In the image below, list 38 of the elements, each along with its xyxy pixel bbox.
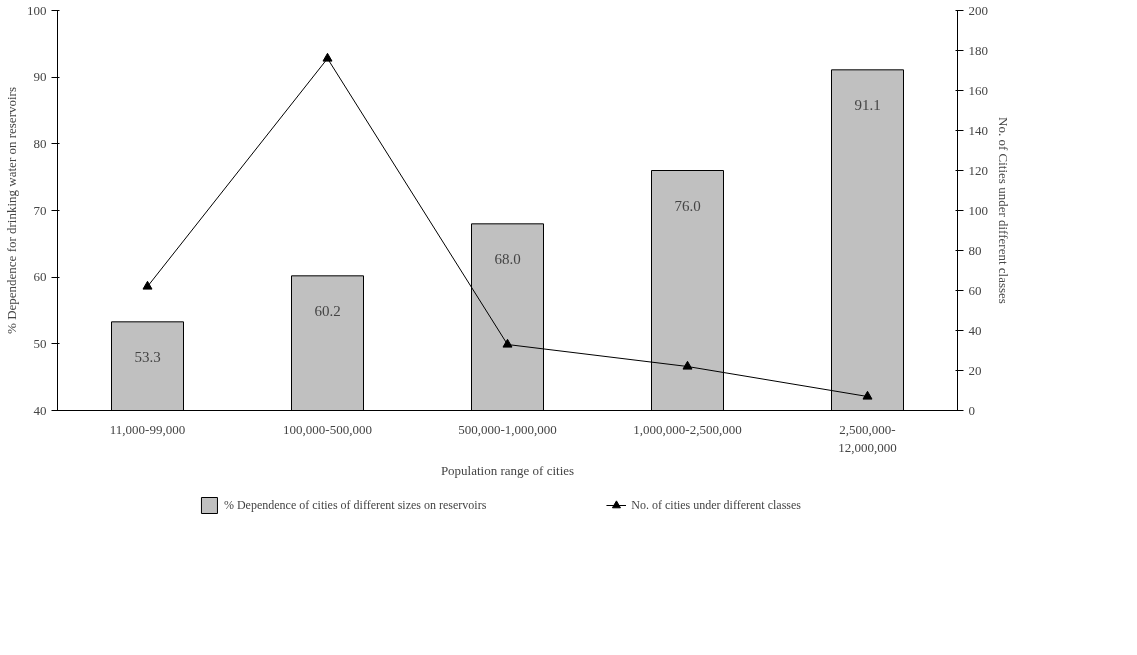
y-axis-title: % Dependence for drinking water on reservoirs	[4, 87, 19, 334]
y2-tick-label: 20	[968, 362, 982, 378]
data-label: 53.3	[134, 348, 161, 365]
data-label: 60.2	[314, 302, 341, 319]
y2-tick-label: 100	[968, 202, 988, 218]
point	[322, 52, 333, 62]
x-axis-title: Population range of cities	[440, 462, 575, 478]
y2-tick-label: 200	[968, 2, 988, 18]
x-tick-label: 2,500,000-12,000,000	[838, 421, 897, 455]
point	[682, 360, 693, 370]
y-tick-label: 40	[33, 402, 47, 418]
point	[142, 280, 153, 290]
x-tick-label: 100,000-500,000	[283, 421, 372, 437]
y2-tick-label: 160	[968, 82, 988, 98]
legend-label: % Dependence of cities of different sizes on reservoirs	[223, 497, 487, 513]
y2-tick-label: 80	[968, 242, 982, 258]
y2-axis-title: No. of Cities under different classes	[996, 117, 1011, 304]
point	[862, 390, 873, 400]
y-tick-label: 100	[27, 2, 47, 18]
y2-tick-label: 120	[968, 162, 988, 178]
legend-label: No. of cities under different classes	[631, 497, 802, 513]
y-tick-label: 60	[33, 269, 47, 285]
x-tick-label: 11,000-99,000	[109, 421, 186, 437]
y2-tick-label: 180	[968, 42, 988, 58]
y2-tick-label: 40	[968, 322, 982, 338]
y-tick-label: 90	[33, 69, 47, 85]
y-tick-label: 50	[33, 335, 47, 351]
x-tick-label: 500,000-1,000,000	[458, 421, 557, 437]
y2-tick-label: 140	[968, 122, 988, 138]
data-label: 91.1	[854, 96, 881, 113]
data-label: 68.0	[494, 250, 521, 267]
y-tick-label: 80	[33, 135, 47, 151]
y2-tick-label: 0	[968, 402, 975, 418]
point	[502, 338, 513, 348]
y-tick-label: 70	[33, 202, 47, 218]
data-label: 76.0	[674, 197, 701, 214]
y2-tick-label: 60	[968, 282, 982, 298]
x-tick-label: 1,000,000-2,500,000	[633, 421, 742, 437]
